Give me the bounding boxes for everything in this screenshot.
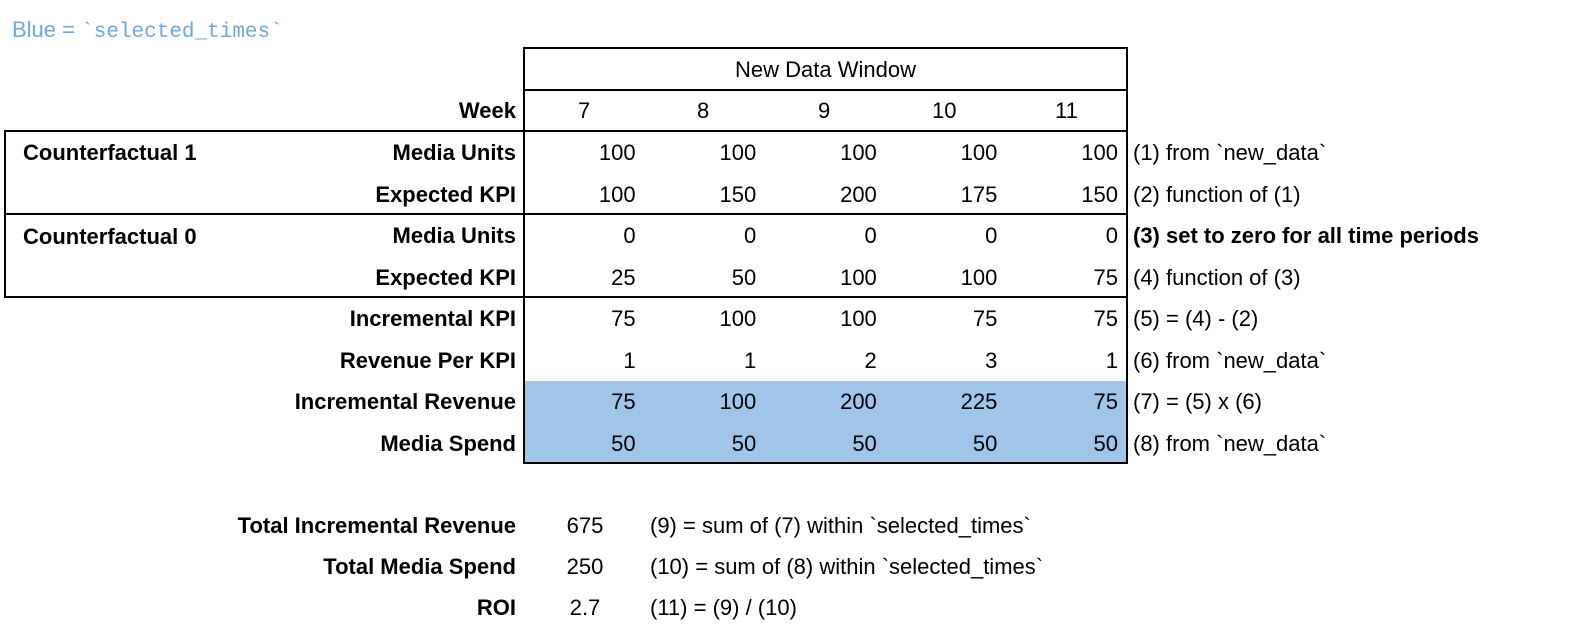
table-cell: 75 <box>611 389 636 414</box>
table-cell: 1 <box>1105 347 1118 373</box>
row-annotation: (2) function of (1) <box>1133 181 1301 207</box>
summary-label-total-media-spend: Total Media Spend <box>323 554 516 579</box>
row-annotation: (6) from `new_data` <box>1133 347 1327 373</box>
table-cell: 100 <box>719 306 757 331</box>
table-cell: 50 <box>852 430 877 456</box>
table-cell: 200 <box>840 181 877 207</box>
row-annotation: (5) = (4) - (2) <box>1133 306 1259 331</box>
group-counterfactual-1: Counterfactual 1 <box>23 140 197 165</box>
table-cell: 0 <box>623 223 636 248</box>
row-label: Media Units <box>392 140 516 165</box>
table-cell: 0 <box>743 223 757 248</box>
summary-label-roi: ROI <box>476 595 516 620</box>
legend-prefix: Blue = <box>12 17 82 42</box>
table-cell: 100 <box>719 140 757 165</box>
header-divider <box>523 89 1128 91</box>
table-cell: 100 <box>960 140 998 165</box>
table-cell: 3 <box>985 347 998 373</box>
row-annotation: (4) function of (3) <box>1133 264 1301 290</box>
legend-code: `selected_times` <box>81 21 283 44</box>
table-cell: 100 <box>598 140 636 165</box>
table-cell: 100 <box>719 389 757 414</box>
table-cell: 200 <box>840 389 877 414</box>
table-cell: 225 <box>960 389 998 414</box>
table-cell: 25 <box>611 264 636 290</box>
summary-note-total-incremental-revenue: (9) = sum of (7) within `selected_times` <box>650 513 1031 538</box>
table-cell: 50 <box>611 430 636 456</box>
table-cell: 50 <box>731 264 757 290</box>
counterfactual-0-box <box>4 213 1128 298</box>
week-header-cell: 9 <box>818 98 831 123</box>
table-cell: 50 <box>972 430 998 456</box>
summary-value-total-media-spend: 250 <box>566 554 604 579</box>
table-cell: 50 <box>731 430 757 456</box>
week-label: Week <box>458 98 516 123</box>
row-label: Incremental Revenue <box>294 389 516 414</box>
summary-note-roi: (11) = (9) / (10) <box>650 595 797 620</box>
table-cell: 100 <box>840 140 877 165</box>
table-cell: 150 <box>719 181 757 207</box>
table-cell: 75 <box>1093 264 1118 290</box>
table-cell: 100 <box>840 264 877 290</box>
table-cell: 100 <box>1081 140 1118 165</box>
row-label: Expected KPI <box>375 181 516 207</box>
week-header-cell: 10 <box>932 98 957 123</box>
week-header-cell: 11 <box>1055 98 1078 123</box>
row-label: Media Units <box>392 223 516 248</box>
summary-label-total-incremental-revenue: Total Incremental Revenue <box>237 513 516 538</box>
row-annotation: (7) = (5) x (6) <box>1133 389 1262 414</box>
table-cell: 50 <box>1093 430 1118 456</box>
table-cell: 0 <box>1105 223 1118 248</box>
table-cell: 75 <box>1093 306 1118 331</box>
summary-note-total-media-spend: (10) = sum of (8) within `selected_times… <box>650 554 1044 579</box>
row-label: Revenue Per KPI <box>339 347 516 373</box>
table-cell: 1 <box>623 347 636 373</box>
table-cell: 0 <box>985 223 998 248</box>
row-annotation: (8) from `new_data` <box>1133 430 1327 456</box>
legend: Blue = `selected_times` <box>12 17 283 46</box>
table-cell: 75 <box>972 306 998 331</box>
new-data-window-title: New Data Window <box>735 57 916 82</box>
table-cell: 2 <box>864 347 877 373</box>
table-cell: 100 <box>960 264 998 290</box>
week-header-cell: 7 <box>578 98 591 123</box>
table-cell: 100 <box>840 306 877 331</box>
group-counterfactual-0: Counterfactual 0 <box>23 224 197 249</box>
table-cell: 75 <box>611 306 636 331</box>
selected-times-highlight <box>525 381 1126 463</box>
summary-value-total-incremental-revenue: 675 <box>566 513 604 538</box>
table-cell: 75 <box>1093 389 1118 414</box>
row-annotation: (3) set to zero for all time periods <box>1133 223 1479 248</box>
table-cell: 150 <box>1081 181 1118 207</box>
summary-value-roi: 2.7 <box>569 595 601 620</box>
table-cell: 100 <box>598 181 636 207</box>
row-label: Incremental KPI <box>349 306 516 331</box>
table-cell: 0 <box>864 223 877 248</box>
table-cell: 175 <box>960 181 998 207</box>
row-label: Media Spend <box>380 430 516 456</box>
week-header-cell: 8 <box>697 98 710 123</box>
row-label: Expected KPI <box>375 264 516 290</box>
row-annotation: (1) from `new_data` <box>1133 140 1327 165</box>
table-cell: 1 <box>743 347 757 373</box>
